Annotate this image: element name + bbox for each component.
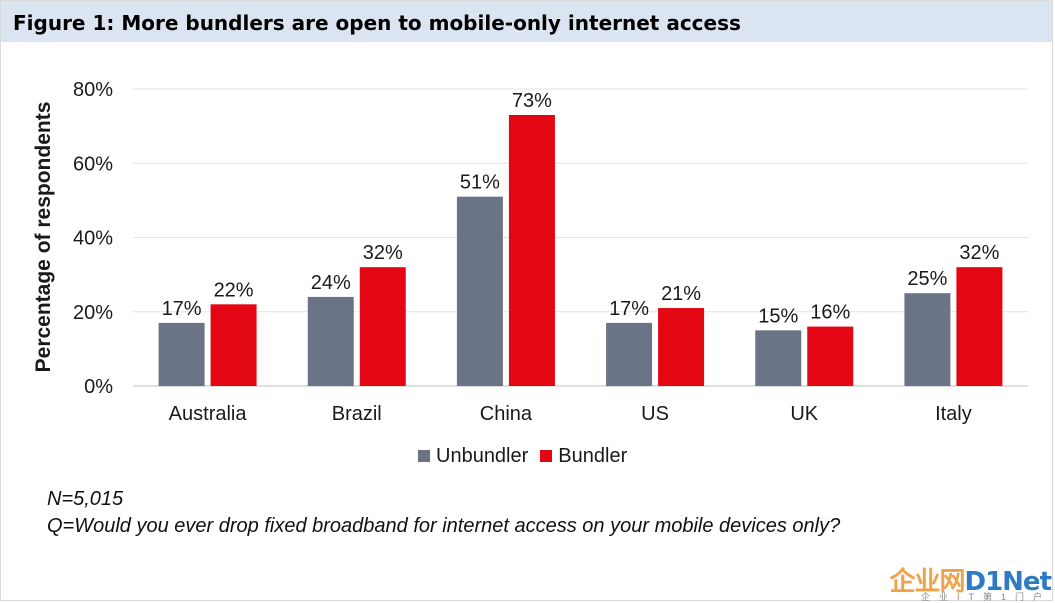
legend-label-unbundler: Unbundler [436, 444, 529, 467]
bar-bundler-italy [956, 267, 1003, 386]
bar-unbundler-us [606, 322, 653, 386]
title-bar: Figure 1: More bundlers are open to mobi… [1, 1, 1052, 42]
bars [158, 114, 1003, 387]
bar-bundler-china [508, 114, 555, 387]
data-labels: 17% 22% 24% 32% 51% 73% 17% 21% 15% 16% 25% 32% [162, 90, 1000, 327]
watermark-subtitle: 企业IT第1门户 [920, 592, 1051, 602]
y-tick-label: 40% [73, 228, 113, 250]
y-tick-label: 20% [73, 302, 113, 324]
data-label: 17% [609, 298, 649, 320]
y-axis-label: Percentage of respondents [32, 102, 55, 373]
y-axis-ticks: 0% 20% 40% 60% 80% [73, 79, 113, 398]
data-label: 32% [959, 242, 999, 264]
legend-swatch-bundler [540, 450, 553, 462]
x-tick-label: Italy [935, 403, 972, 425]
bar-bundler-us [658, 308, 705, 386]
x-tick-label: UK [790, 403, 818, 425]
x-tick-label: Australia [169, 403, 248, 425]
x-tick-label: Brazil [332, 403, 382, 425]
legend-swatch-unbundler [418, 450, 430, 462]
x-tick-label: China [480, 403, 533, 425]
bar-unbundler-italy [904, 293, 951, 386]
data-label: 22% [214, 279, 254, 301]
question-note: Q=Would you ever drop fixed broadband fo… [47, 515, 841, 537]
y-tick-label: 0% [84, 376, 113, 398]
data-label: 25% [907, 268, 947, 290]
legend-label-bundler: Bundler [558, 444, 628, 467]
data-label: 24% [311, 272, 351, 294]
data-label: 73% [512, 90, 552, 112]
data-label: 21% [661, 283, 701, 305]
watermark-logo-text: 企业网D1Net [889, 567, 1052, 597]
x-tick-label: US [641, 403, 669, 425]
bar-bundler-uk [807, 326, 854, 386]
x-axis-ticks: Australia Brazil China US UK Italy [169, 403, 972, 425]
legend: Unbundler Bundler [418, 444, 627, 468]
watermark-logo: 企业网D1Net 企业IT第1门户 [889, 561, 1052, 602]
figure-title: Figure 1: More bundlers are open to mobi… [13, 11, 741, 35]
data-label: 16% [810, 302, 850, 324]
bar-unbundler-uk [755, 330, 802, 386]
bar-bundler-australia [210, 304, 257, 386]
bar-unbundler-brazil [307, 296, 354, 386]
y-tick-label: 80% [73, 79, 113, 101]
legend-item-bundler: Bundler [540, 445, 627, 468]
bar-unbundler-australia [158, 322, 205, 386]
legend-item-unbundler: Unbundler [418, 445, 528, 468]
data-label: 51% [460, 172, 500, 194]
data-label: 17% [162, 298, 202, 320]
data-label: 15% [758, 305, 798, 327]
gridlines [133, 88, 1028, 387]
bar-bundler-brazil [359, 267, 406, 386]
data-label: 32% [363, 242, 403, 264]
bar-unbundler-china [456, 196, 503, 386]
y-tick-label: 60% [73, 153, 113, 175]
sample-size-note: N=5,015 [47, 488, 124, 510]
